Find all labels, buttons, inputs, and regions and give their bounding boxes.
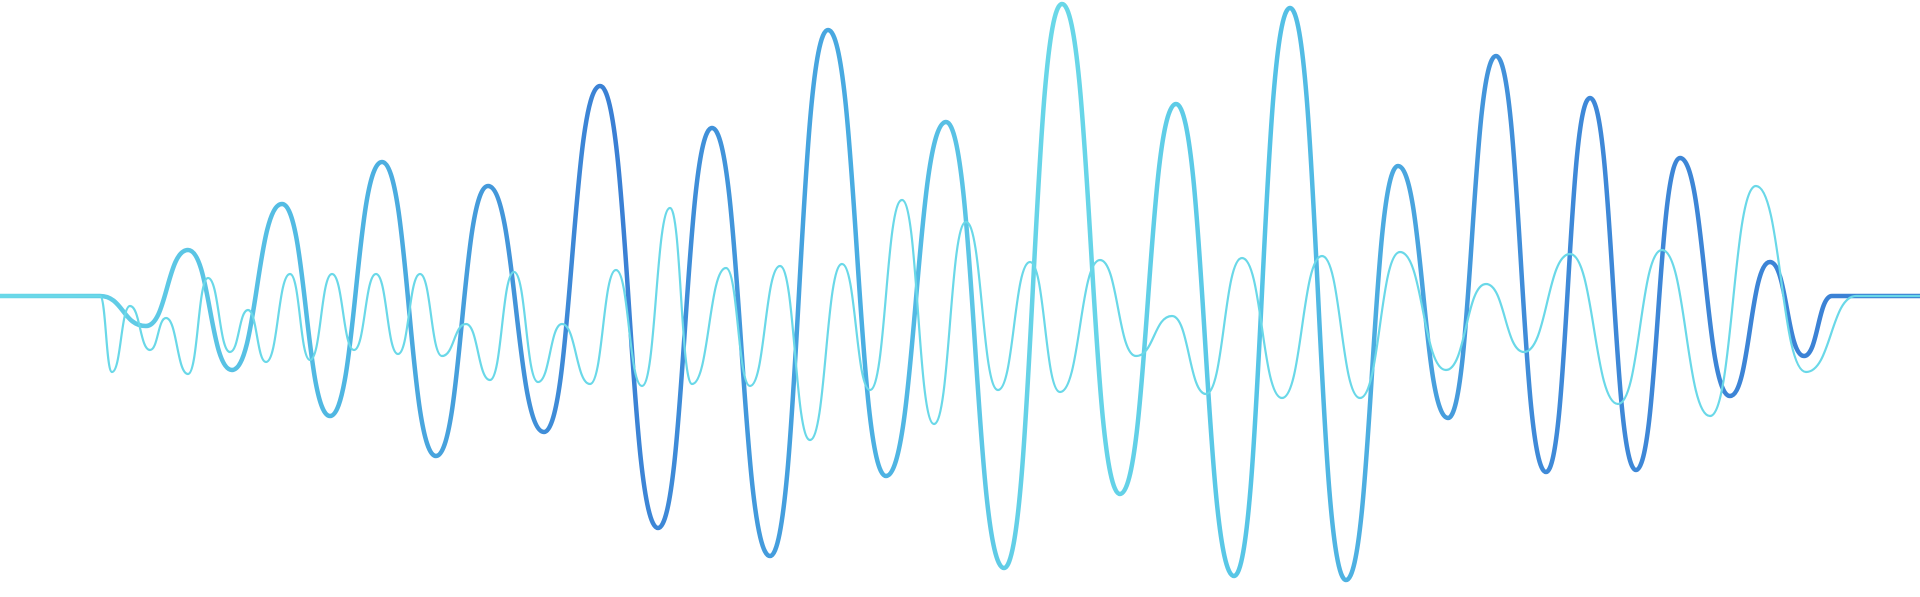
main-wave-line: [0, 1, 1920, 583]
thin-wave-line: [0, 184, 1920, 442]
